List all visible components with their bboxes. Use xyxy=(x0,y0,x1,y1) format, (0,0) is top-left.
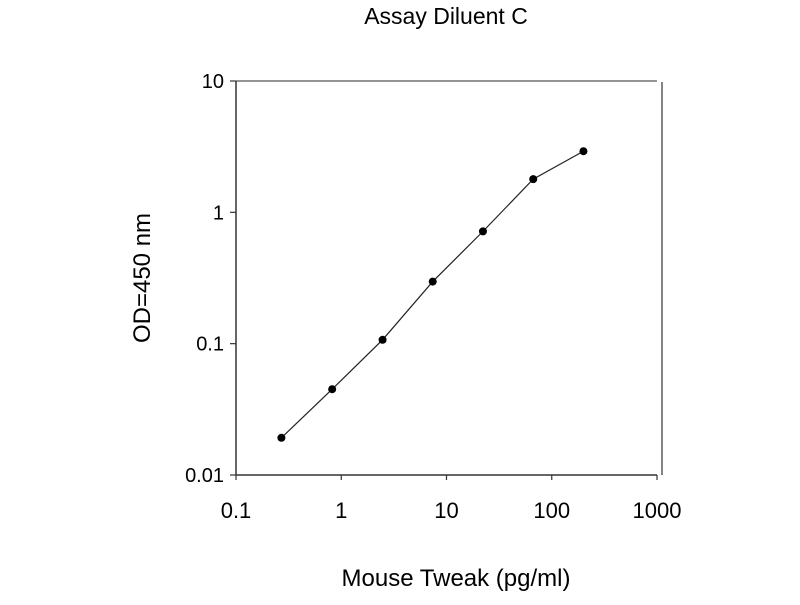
x-tick-label: 0.1 xyxy=(221,498,252,523)
y-axis-label: OD=450 nm xyxy=(129,213,156,343)
series-line xyxy=(280,150,584,439)
data-point xyxy=(328,385,337,394)
y-tick-label: 1 xyxy=(213,202,224,224)
data-point xyxy=(277,433,286,442)
y-tick-label: 0.01 xyxy=(185,465,224,487)
data-point xyxy=(378,335,387,344)
x-tick-label: 1000 xyxy=(633,498,682,523)
data-point xyxy=(428,277,437,286)
x-axis-label: Mouse Tweak (pg/ml) xyxy=(342,565,571,592)
data-point xyxy=(579,147,588,156)
data-point xyxy=(478,227,487,236)
data-point xyxy=(529,175,538,184)
chart-title: Assay Diluent C xyxy=(364,3,528,29)
y-tick-label: 0.1 xyxy=(196,334,224,356)
x-tick-label: 1 xyxy=(335,498,347,523)
x-tick-label: 10 xyxy=(434,498,458,523)
y-tick-label: 10 xyxy=(202,71,224,93)
x-tick-label: 100 xyxy=(533,498,570,523)
